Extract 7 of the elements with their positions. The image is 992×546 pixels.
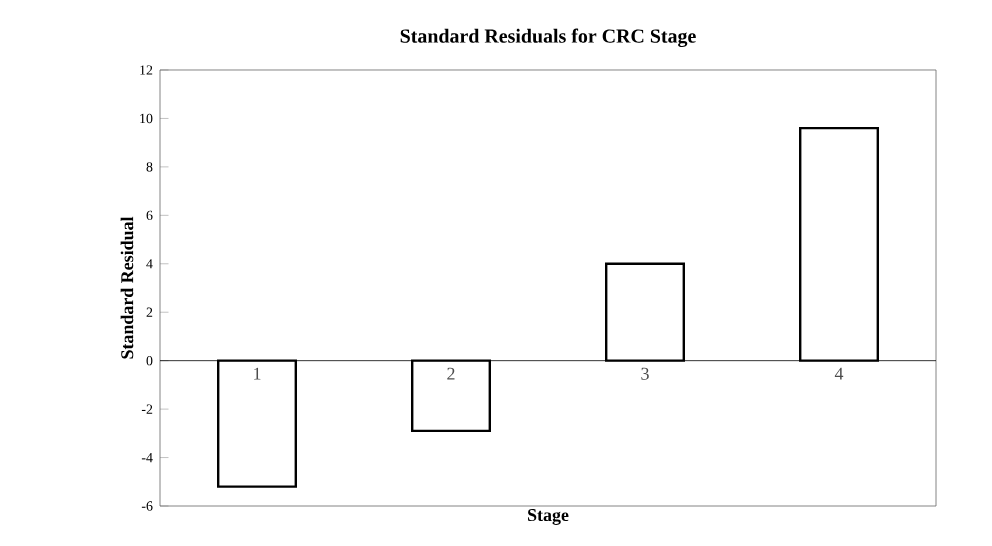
x-axis-title: Stage xyxy=(528,509,569,525)
chart-title: Standard Residuals for CRC Stage xyxy=(400,28,696,48)
x-tick-label: 2 xyxy=(447,367,455,380)
x-tick-label: 4 xyxy=(834,367,844,380)
x-tick-label: 3 xyxy=(641,367,649,380)
x-tick-label: 1 xyxy=(254,367,261,380)
y-axis-title: Standard Residual xyxy=(120,216,134,359)
